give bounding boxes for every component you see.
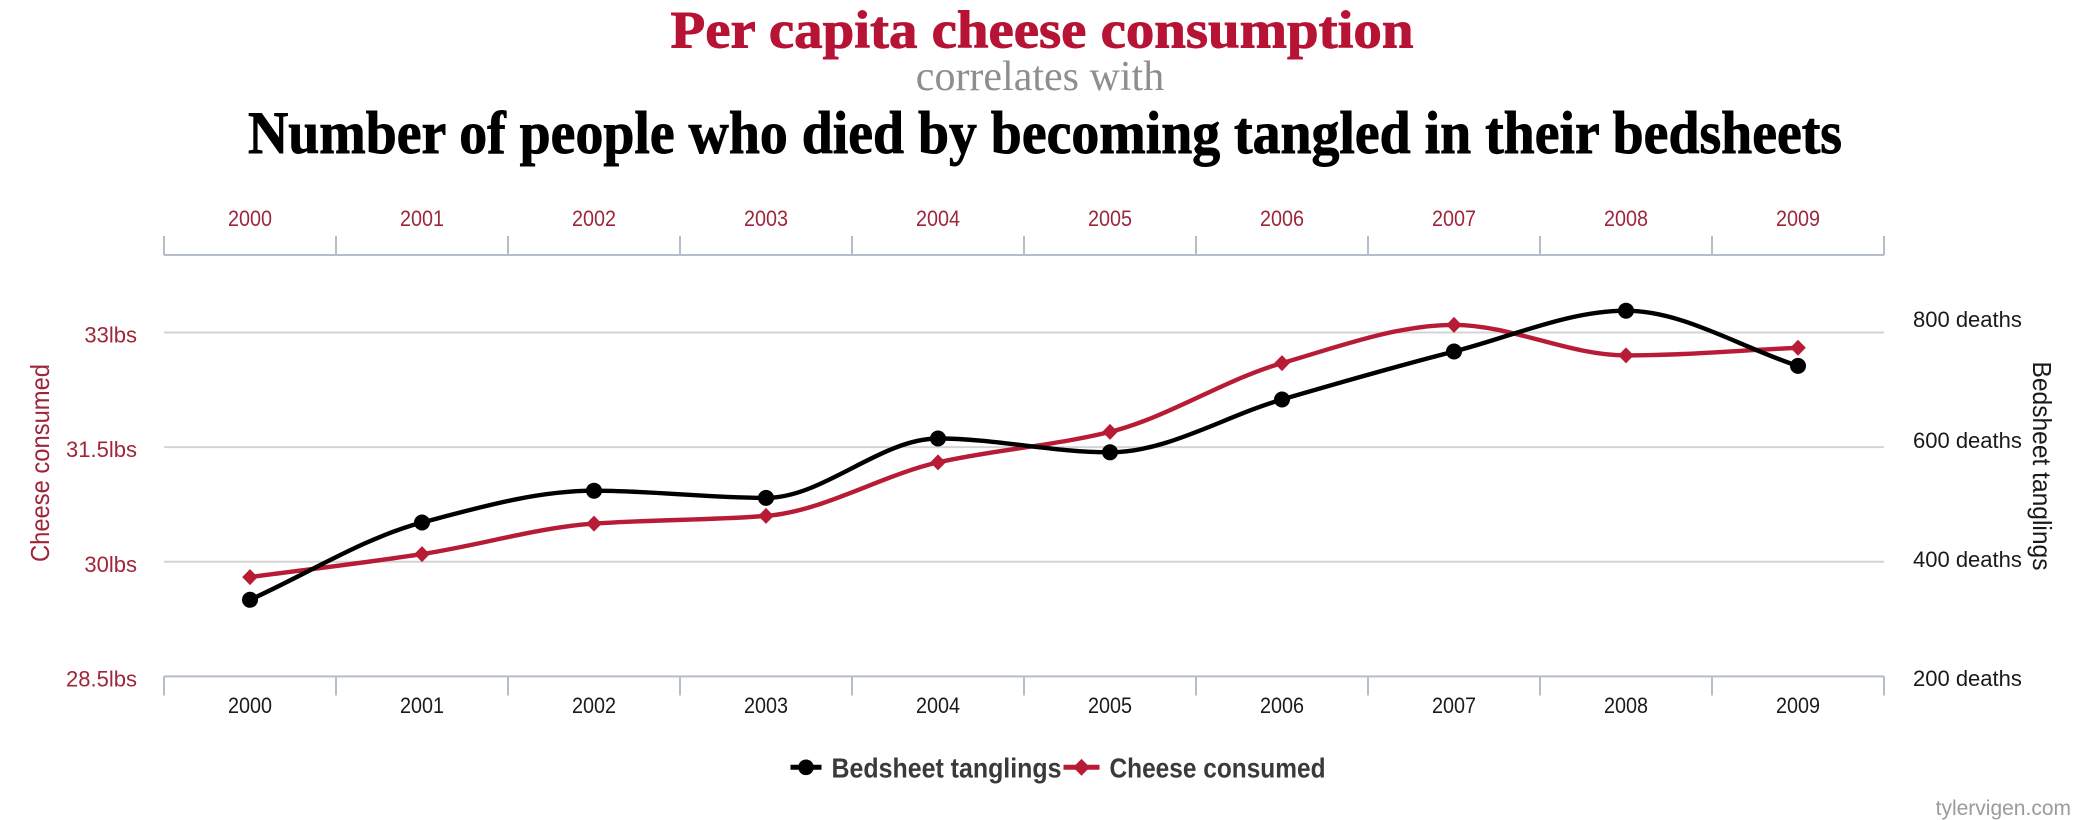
svg-text:Cheese consumed: Cheese consumed	[25, 364, 55, 562]
svg-text:Bedsheet tanglings: Bedsheet tanglings	[2027, 362, 2057, 571]
svg-text:30lbs: 30lbs	[84, 552, 137, 577]
svg-text:2007: 2007	[1432, 693, 1476, 718]
svg-text:2000: 2000	[228, 693, 272, 718]
svg-text:2001: 2001	[400, 693, 444, 718]
svg-text:2005: 2005	[1088, 206, 1132, 231]
svg-text:2004: 2004	[916, 206, 960, 231]
svg-text:2008: 2008	[1604, 693, 1648, 718]
svg-text:400 deaths: 400 deaths	[1913, 547, 2022, 572]
svg-text:2003: 2003	[744, 206, 788, 231]
svg-text:2006: 2006	[1260, 206, 1304, 231]
svg-text:28.5lbs: 28.5lbs	[66, 667, 137, 692]
svg-text:2002: 2002	[572, 693, 616, 718]
svg-text:Bedsheet tanglings: Bedsheet tanglings	[832, 753, 1062, 784]
svg-text:correlates with: correlates with	[916, 54, 1164, 100]
svg-text:2009: 2009	[1776, 693, 1820, 718]
svg-text:800 deaths: 800 deaths	[1913, 307, 2022, 332]
svg-text:2006: 2006	[1260, 693, 1304, 718]
svg-text:2001: 2001	[400, 206, 444, 231]
svg-text:2000: 2000	[228, 206, 272, 231]
svg-text:200 deaths: 200 deaths	[1913, 666, 2022, 691]
svg-text:Cheese consumed: Cheese consumed	[1110, 753, 1326, 784]
svg-text:2009: 2009	[1776, 206, 1820, 231]
svg-text:Per capita cheese consumption: Per capita cheese consumption	[671, 2, 1414, 60]
svg-text:2007: 2007	[1432, 206, 1476, 231]
svg-text:2003: 2003	[744, 693, 788, 718]
svg-text:tylervigen.com: tylervigen.com	[1936, 797, 2071, 820]
svg-text:2008: 2008	[1604, 206, 1648, 231]
svg-text:2005: 2005	[1088, 693, 1132, 718]
svg-text:Number of people who died by b: Number of people who died by becoming ta…	[248, 100, 1842, 166]
svg-text:31.5lbs: 31.5lbs	[66, 437, 137, 462]
svg-text:2002: 2002	[572, 206, 616, 231]
svg-text:2004: 2004	[916, 693, 960, 718]
svg-text:600 deaths: 600 deaths	[1913, 428, 2022, 453]
svg-text:33lbs: 33lbs	[84, 323, 137, 348]
